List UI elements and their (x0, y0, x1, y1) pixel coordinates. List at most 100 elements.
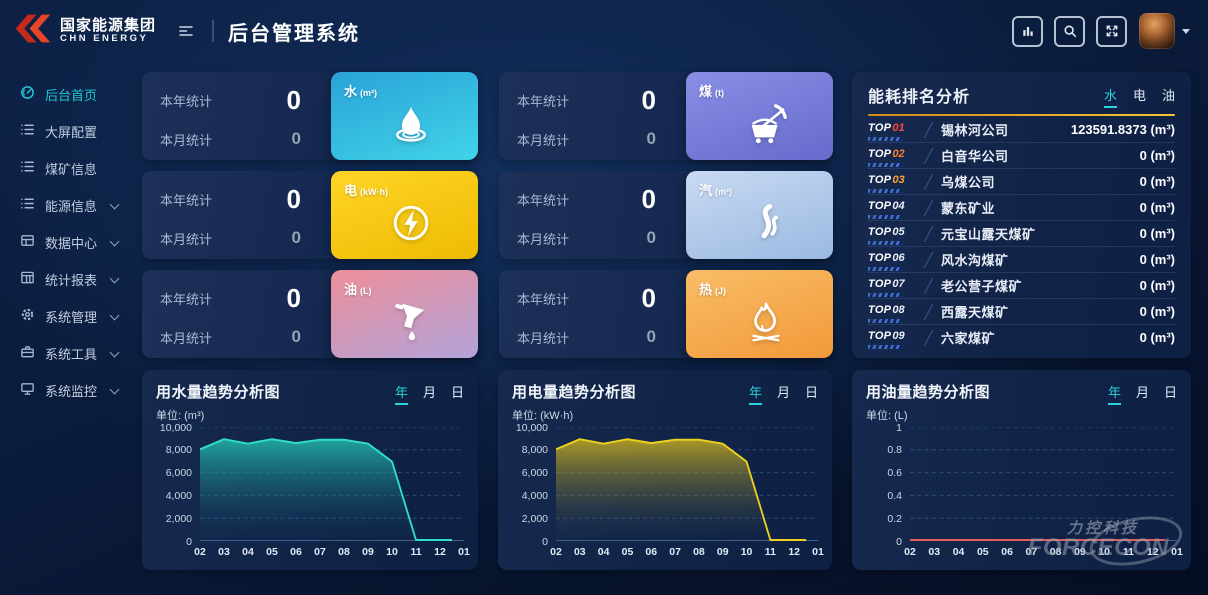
sidebar-item-screen-config[interactable]: 大屏配置 (0, 113, 130, 150)
chart-tab-年[interactable]: 年 (1107, 384, 1121, 405)
x-tick-label: 10 (386, 546, 398, 558)
page-title: 后台管理系统 (228, 22, 361, 45)
stat-type-label: 热 (699, 282, 713, 297)
sidebar-item-home[interactable]: 后台首页 (0, 76, 130, 113)
header: 国家能源集团 CHN ENERGY 后台管理系统 (0, 0, 1208, 62)
chart-tab-年[interactable]: 年 (394, 384, 408, 405)
x-tick-label: 02 (194, 546, 206, 558)
stat-card-oil: 本年统计 0 本月统计 0 油 (L) (142, 270, 478, 358)
user-avatar[interactable] (1139, 13, 1175, 49)
rank-number: 04 (892, 199, 905, 212)
year-stat-label: 本年统计 (517, 292, 570, 307)
x-tick-label: 06 (1001, 546, 1013, 558)
rank-top-label: TOP (868, 173, 892, 186)
sidebar-item-system-manage[interactable]: 系统管理 (0, 298, 130, 335)
title-divider (212, 20, 215, 42)
y-tick-label: 1 (896, 421, 902, 434)
month-stat-value: 0 (291, 228, 301, 247)
x-tick-label: 09 (1074, 546, 1086, 558)
company-name-en: CHN ENERGY (60, 33, 149, 45)
ranking-tab-3[interactable]: 油 (1161, 88, 1175, 103)
ranking-row: TOP01 锡林河公司 123591.8373 (m³) (868, 117, 1175, 143)
chart-tab-日[interactable]: 日 (804, 384, 818, 400)
tool-icon (20, 344, 35, 364)
chart-icon[interactable] (1012, 15, 1043, 47)
month-stat-label: 本月统计 (160, 132, 213, 148)
ranking-title: 能耗排名分析 (868, 89, 971, 106)
chart-period-tabs: 年月日 (1093, 382, 1177, 405)
stat-card-steam: 本年统计 0 本月统计 0 汽 (m³) (499, 171, 833, 259)
stat-type-label: 电 (344, 183, 358, 198)
x-axis: 02 03 04 05 06 07 08 09 10 11 12 01 (904, 544, 1183, 560)
stat-unit-label: (t) (715, 88, 725, 98)
rank-number: 09 (892, 329, 905, 342)
chevron-down-icon (109, 199, 120, 209)
sidebar-item-system-tools[interactable]: 系统工具 (0, 335, 130, 372)
month-stat-label: 本月统计 (160, 330, 213, 346)
stat-values: 本年统计 0 本月统计 0 (499, 72, 686, 160)
x-tick-label: 11 (764, 546, 776, 558)
sidebar-item-label: 后台首页 (45, 88, 98, 103)
x-tick-label: 09 (716, 546, 729, 558)
chart-tab-月[interactable]: 月 (422, 384, 436, 400)
month-stat-label: 本月统计 (517, 231, 570, 247)
rank-top-label: TOP (868, 329, 892, 342)
stat-values: 本年统计 0 本月统计 0 (499, 171, 686, 259)
consumption-value: 0 (m³) (1139, 226, 1175, 241)
sidebar-item-coal-info[interactable]: 煤矿信息 (0, 150, 130, 187)
rank-badge: TOP02 (868, 145, 920, 167)
trend-charts-area: 用水量趋势分析图 年月日 单位: (m³) 10,000 8,000 6,000 4,… (142, 370, 1191, 574)
rank-badge: TOP09 (868, 327, 920, 349)
chart-tab-月[interactable]: 月 (776, 384, 790, 400)
company-name: 蒙东矿业 (941, 201, 996, 216)
x-tick-label: 01 (1171, 546, 1183, 558)
x-tick-label: 01 (458, 546, 470, 558)
rank-badge: TOP03 (868, 171, 920, 193)
chart-tab-月[interactable]: 月 (1135, 384, 1149, 400)
ranking-row: TOP06 风水沟煤矿 0 (m³) (868, 247, 1175, 273)
fullscreen-icon[interactable] (1096, 15, 1127, 47)
y-tick-label: 4,000 (165, 489, 192, 502)
y-tick-label: 0 (186, 535, 192, 548)
energy-ranking-panel: 能耗排名分析 水电油 TOP01 锡林河公司 123591.8373 (m³) … (852, 72, 1191, 358)
company-name: 西露天煤矿 (941, 305, 1009, 320)
x-tick-label: 02 (904, 546, 916, 558)
sidebar-item-system-monitor[interactable]: 系统监控 (0, 372, 130, 409)
company-name: 国家能源集团 (60, 16, 157, 34)
x-tick-label: 04 (242, 546, 254, 558)
chart-title: 用油量趋势分析图 (866, 384, 991, 401)
stat-type-badge: 电 (kW·h) (331, 171, 478, 259)
ranking-tab-2[interactable]: 电 (1132, 88, 1146, 103)
sidebar-collapse-icon[interactable] (178, 23, 194, 39)
year-stat-value: 0 (286, 184, 301, 214)
stat-card-electric: 本年统计 0 本月统计 0 电 (kW·h) (142, 171, 478, 259)
user-menu-caret-icon[interactable] (1182, 28, 1190, 34)
x-tick-label: 03 (573, 546, 586, 558)
search-icon[interactable] (1054, 15, 1085, 47)
y-tick-label: 6,000 (521, 467, 548, 480)
sidebar-item-label: 大屏配置 (45, 125, 98, 140)
sidebar-item-data-center[interactable]: 数据中心 (0, 224, 130, 261)
chart-title: 用水量趋势分析图 (156, 384, 281, 401)
chart-tab-日[interactable]: 日 (450, 384, 464, 400)
company-name: 元宝山露天煤矿 (941, 227, 1036, 242)
stat-card-coal: 本年统计 0 本月统计 0 煤 (t) (499, 72, 833, 160)
chart-tab-日[interactable]: 日 (1163, 384, 1177, 400)
x-tick-label: 07 (669, 546, 681, 558)
chart-plot: 02 03 04 05 06 07 08 09 10 11 12 01 (194, 427, 470, 560)
consumption-value: 0 (m³) (1139, 200, 1175, 215)
stat-unit-label: (kW·h) (360, 187, 389, 197)
rank-number: 07 (892, 277, 905, 290)
x-tick-label: 06 (290, 546, 302, 558)
y-tick-label: 0 (542, 535, 548, 548)
year-stat-label: 本年统计 (517, 94, 570, 109)
y-tick-label: 6,000 (165, 467, 192, 480)
chart-tab-年[interactable]: 年 (748, 384, 762, 405)
sidebar-item-energy-info[interactable]: 能源信息 (0, 187, 130, 224)
rank-top-label: TOP (868, 303, 892, 316)
ranking-tab-1[interactable]: 水 (1103, 88, 1117, 108)
rank-top-label: TOP (868, 147, 892, 160)
stat-unit-label: (L) (360, 286, 372, 296)
sidebar-item-report[interactable]: 统计报表 (0, 261, 130, 298)
